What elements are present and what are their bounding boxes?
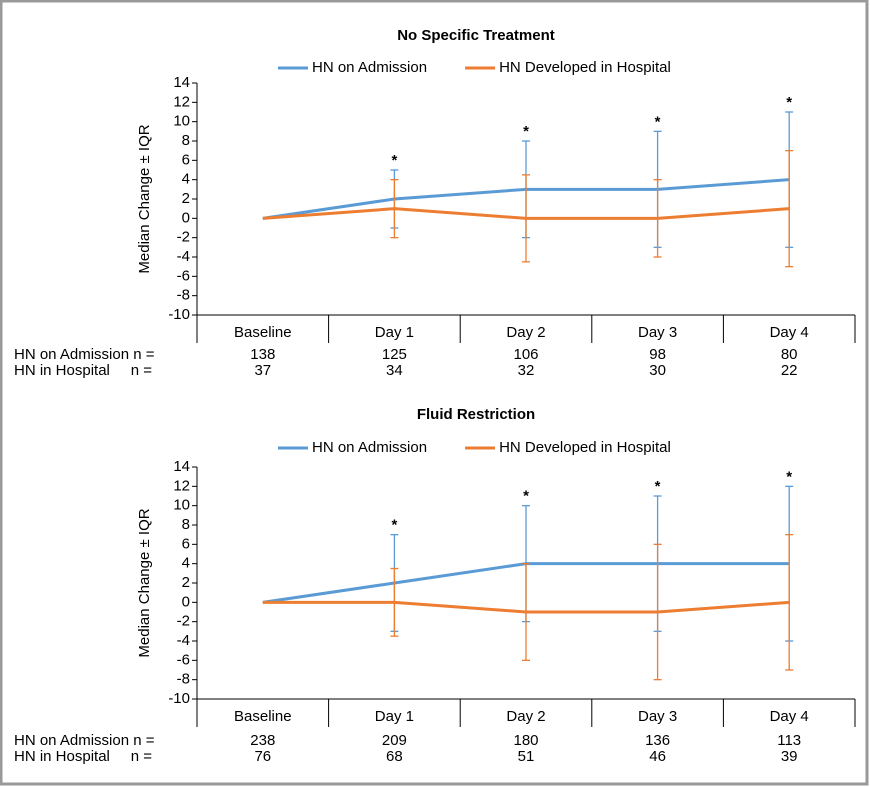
y-tick-label: -6: [177, 267, 190, 284]
x-tick-label: Day 4: [770, 708, 809, 725]
x-tick-label: Day 1: [375, 708, 414, 725]
y-tick-label: -8: [177, 287, 190, 304]
y-tick-label: 10: [173, 113, 190, 130]
y-tick-label: -6: [177, 651, 190, 668]
y-tick-label: 8: [182, 516, 190, 533]
x-tick-label: Baseline: [234, 324, 292, 341]
n-value: 39: [781, 748, 798, 765]
y-tick-label: -2: [177, 613, 190, 630]
error-bar: [785, 150, 794, 268]
y-tick-label: 14: [173, 74, 190, 91]
significance-marker: *: [523, 123, 529, 140]
y-tick-label: 2: [182, 574, 190, 591]
series-line: [262, 207, 790, 220]
legend-label: HN on Admission: [312, 439, 427, 456]
n-value: 98: [649, 346, 666, 363]
y-tick-label: -2: [177, 229, 190, 246]
n-value: 80: [781, 346, 798, 363]
n-value: 138: [250, 346, 275, 363]
n-value: 113: [777, 732, 801, 749]
y-tick-label: 2: [182, 190, 190, 207]
n-value: 209: [382, 732, 407, 749]
n-row-label: HN on Admission n =: [14, 732, 155, 749]
y-tick-label: -10: [168, 306, 190, 323]
n-value: 68: [386, 748, 403, 765]
y-tick-label: 0: [182, 593, 190, 610]
n-row-label: HN on Admission n =: [14, 346, 155, 363]
x-tick-label: Day 3: [638, 324, 677, 341]
y-tick-label: 10: [173, 497, 190, 514]
n-row-label: HN in Hospital n =: [14, 362, 152, 379]
y-axis-label: Median Change ± IQR: [136, 508, 153, 657]
n-value: 106: [513, 346, 538, 363]
x-tick-label: Day 4: [770, 324, 809, 341]
n-value: 22: [781, 362, 798, 379]
y-axis-label: Median Change ± IQR: [136, 124, 153, 273]
significance-marker: *: [655, 478, 661, 495]
x-tick-label: Day 3: [638, 708, 677, 725]
y-tick-label: 0: [182, 209, 190, 226]
series-line: [262, 600, 790, 614]
n-value: 37: [254, 362, 271, 379]
significance-marker: *: [523, 488, 529, 505]
n-value: 30: [649, 362, 666, 379]
n-value: 180: [513, 732, 538, 749]
x-tick-label: Day 2: [506, 708, 545, 725]
significance-marker: *: [391, 517, 397, 534]
n-value: 51: [518, 748, 535, 765]
n-value: 238: [250, 732, 275, 749]
y-tick-label: -8: [177, 671, 190, 688]
n-value: 34: [386, 362, 403, 379]
n-value: 46: [649, 748, 666, 765]
n-value: 32: [518, 362, 535, 379]
chart-title: No Specific Treatment: [397, 27, 555, 44]
y-tick-label: 12: [173, 477, 190, 494]
significance-marker: *: [786, 468, 792, 485]
significance-marker: *: [391, 152, 397, 169]
n-value: 125: [382, 346, 407, 363]
legend-label: HN Developed in Hospital: [499, 439, 671, 456]
y-tick-label: 8: [182, 132, 190, 149]
y-tick-label: -10: [168, 690, 190, 707]
chart-title: Fluid Restriction: [417, 406, 535, 423]
legend-label: HN Developed in Hospital: [499, 59, 671, 76]
n-row-label: HN in Hospital n =: [14, 748, 152, 765]
y-tick-label: -4: [177, 248, 190, 265]
x-tick-label: Day 2: [506, 324, 545, 341]
x-tick-label: Baseline: [234, 708, 292, 725]
significance-marker: *: [786, 94, 792, 111]
y-tick-label: 6: [182, 151, 190, 168]
y-tick-label: 6: [182, 535, 190, 552]
x-tick-label: Day 1: [375, 324, 414, 341]
y-tick-label: 4: [182, 555, 190, 572]
legend-label: HN on Admission: [312, 59, 427, 76]
y-tick-label: 12: [173, 93, 190, 110]
n-value: 136: [645, 732, 670, 749]
significance-marker: *: [655, 113, 661, 130]
y-tick-label: 4: [182, 171, 190, 188]
y-tick-label: -4: [177, 632, 190, 649]
n-value: 76: [254, 748, 271, 765]
y-tick-label: 14: [173, 458, 190, 475]
